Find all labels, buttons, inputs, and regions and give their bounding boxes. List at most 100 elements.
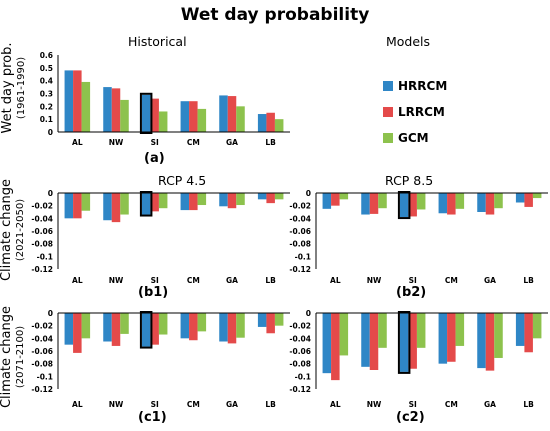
legend-item-lrrcm: LRRCM (383, 99, 447, 125)
bar-c2-lrrcm-al (331, 313, 340, 381)
x-tick-label-b1-ga: GA (226, 276, 238, 285)
bar-a-hrrcm-cm (180, 101, 190, 132)
y-label-end-line1: Climate change (0, 306, 14, 409)
y-tick-label-c1-0: 0 (48, 309, 53, 318)
legend-label-hrrcm: HRRCM (398, 79, 448, 93)
bar-b1-gcm-ga (236, 193, 245, 206)
bar-c2-hrrcm-cm (438, 313, 448, 364)
x-tick-label-c2-lb: LB (523, 400, 534, 409)
x-tick-label-b2-cm: CM (445, 276, 458, 285)
x-tick-label-b2-al: AL (330, 276, 341, 285)
bar-c1-lrrcm-al (73, 313, 82, 353)
rcp45-title: RCP 4.5 (158, 173, 207, 188)
bar-a-gcm-al (81, 81, 91, 132)
bar-c2-hrrcm-si (399, 313, 409, 372)
panel-label-c2: (c2) (396, 410, 425, 425)
y-tick-label-c1-5: -0.1 (37, 372, 53, 381)
panel-label-c1: (c1) (138, 410, 167, 425)
y-tick-label-b1-6: -0.12 (31, 265, 53, 274)
x-tick-label-a-lb: LB (265, 138, 276, 147)
bar-b1-lrrcm-cm (189, 193, 198, 211)
x-tick-label-a-si: SI (151, 138, 159, 147)
bar-c1-lrrcm-nw (111, 313, 121, 346)
bar-b2-gcm-si (416, 193, 426, 210)
y-tick-label-a-6: 0.6 (40, 51, 53, 60)
bar-a-hrrcm-al (64, 70, 74, 132)
y-tick-label-c2-4: -0.08 (289, 360, 311, 369)
y-tick-label-c2-0: 0 (306, 309, 311, 318)
y-tick-label-a-2: 0.2 (40, 102, 53, 111)
y-tick-label-a-3: 0.3 (40, 90, 53, 99)
x-tick-label-c1-ga: GA (226, 400, 238, 409)
bar-a-gcm-cm (197, 108, 207, 132)
y-tick-label-c1-1: -0.02 (31, 322, 53, 331)
bar-b2-hrrcm-cm (438, 193, 448, 214)
legend-item-gcm: GCM (383, 125, 447, 151)
bar-c1-gcm-si (158, 313, 168, 335)
bar-c1-lrrcm-ga (227, 313, 237, 344)
y-label-end-century: Climate change (2071-2100) (0, 302, 28, 412)
bar-b2-lrrcm-si (408, 193, 417, 217)
x-tick-label-c2-cm: CM (445, 400, 458, 409)
highlight-box-b1 (139, 191, 153, 217)
y-tick-label-b2-3: -0.06 (289, 227, 311, 236)
y-label-historical-line1: Wet day prob. (0, 42, 15, 134)
bar-b2-gcm-cm (455, 193, 465, 209)
bar-b1-lrrcm-nw (111, 193, 121, 223)
bar-a-hrrcm-si (141, 94, 151, 132)
y-tick-label-b1-2: -0.04 (31, 214, 53, 223)
y-tick-label-a-1: 0.1 (40, 115, 53, 124)
bar-c1-gcm-lb (274, 313, 284, 326)
bar-c1-hrrcm-al (64, 313, 74, 345)
bar-c1-gcm-nw (120, 313, 129, 334)
bar-b2-hrrcm-al (322, 193, 332, 209)
bar-c1-gcm-al (81, 313, 91, 339)
bar-b2-hrrcm-lb (515, 193, 525, 203)
bar-b2-lrrcm-cm (447, 193, 456, 215)
bar-c2-gcm-cm (455, 313, 465, 346)
highlight-box-c1 (139, 311, 153, 349)
figure-title: Wet day probability (180, 5, 370, 25)
bar-c2-gcm-ga (494, 313, 503, 358)
bar-c1-gcm-ga (236, 313, 245, 338)
bar-c2-hrrcm-al (322, 313, 332, 374)
bar-b2-gcm-al (339, 193, 349, 200)
x-tick-label-c2-al: AL (330, 400, 341, 409)
bar-b1-lrrcm-al (73, 193, 82, 219)
bar-b1-gcm-al (81, 193, 91, 211)
y-label-mid-line2: (2021-2050) (15, 198, 26, 262)
y-tick-label-c1-4: -0.08 (31, 360, 53, 369)
x-tick-label-c2-nw: NW (367, 400, 382, 409)
bar-c2-lrrcm-si (408, 313, 417, 369)
bar-b2-hrrcm-nw (361, 193, 370, 215)
y-tick-label-b2-0: 0 (306, 189, 311, 198)
bar-b2-lrrcm-ga (485, 193, 495, 215)
legend-item-hrrcm: HRRCM (383, 73, 447, 99)
bar-b2-lrrcm-al (331, 193, 340, 206)
legend-heading: Models (386, 34, 431, 49)
bar-c1-gcm-cm (197, 313, 207, 332)
y-label-end-line2: (2071-2100) (15, 325, 26, 389)
bar-a-gcm-si (158, 111, 168, 132)
rcp85-title: RCP 8.5 (385, 173, 434, 188)
bar-b1-gcm-cm (197, 193, 207, 206)
highlight-box-b2 (397, 191, 411, 220)
bar-a-hrrcm-nw (103, 87, 112, 132)
y-tick-label-c1-3: -0.06 (31, 347, 53, 356)
bar-b1-gcm-nw (120, 193, 129, 215)
panel-label-b1: (b1) (138, 285, 169, 300)
legend-swatch-hrrcm (383, 81, 393, 91)
bar-b1-hrrcm-nw (103, 193, 112, 221)
bar-a-hrrcm-ga (219, 95, 228, 132)
y-tick-label-c2-1: -0.02 (289, 322, 311, 331)
legend-swatch-lrrcm (383, 107, 393, 117)
bar-b1-gcm-si (158, 193, 168, 209)
bar-b1-lrrcm-lb (266, 193, 275, 204)
bar-b2-lrrcm-lb (524, 193, 533, 207)
y-tick-label-c2-2: -0.04 (289, 334, 311, 343)
x-tick-label-c1-lb: LB (265, 400, 276, 409)
x-tick-label-c2-si: SI (409, 400, 417, 409)
bar-c1-lrrcm-lb (266, 313, 275, 334)
bar-a-lrrcm-ga (227, 96, 237, 132)
